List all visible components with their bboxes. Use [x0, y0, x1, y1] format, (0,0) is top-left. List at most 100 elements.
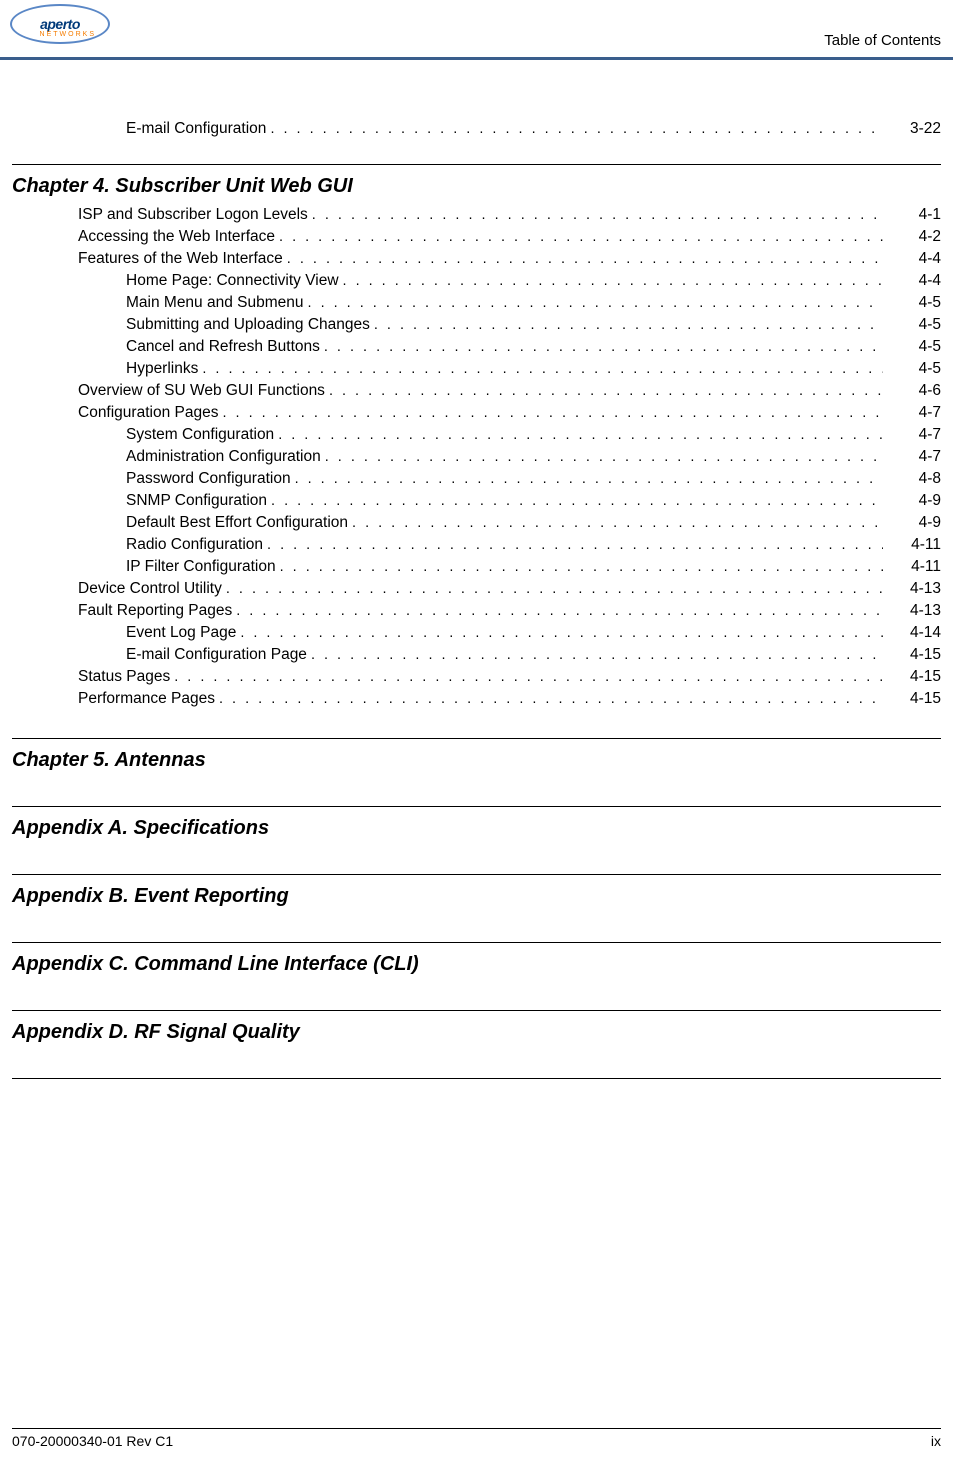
dot-leader — [174, 667, 883, 688]
appendix-b-heading: Appendix B. Event Reporting — [12, 885, 941, 908]
toc-entry-page: 4-15 — [889, 666, 941, 688]
toc-row[interactable]: Event Log Page 4-14 — [12, 622, 941, 644]
toc-entry-page: 4-5 — [889, 292, 941, 314]
section-divider — [12, 738, 941, 739]
toc-row[interactable]: Main Menu and Submenu 4-5 — [12, 292, 941, 314]
toc-entry-page: 4-11 — [889, 556, 941, 578]
dot-leader — [219, 689, 883, 710]
toc-entry-page: 4-1 — [889, 204, 941, 226]
dot-leader — [240, 623, 883, 644]
toc-entry-page: 3-22 — [889, 118, 941, 140]
section-divider — [12, 1078, 941, 1079]
toc-pre-block: E-mail Configuration 3-22 — [12, 118, 941, 140]
toc-row[interactable]: E-mail Configuration Page 4-15 — [12, 644, 941, 666]
brand-logo: aperto networks — [10, 4, 110, 44]
toc-chapter4-block: ISP and Subscriber Logon Levels4-1Access… — [12, 204, 941, 710]
dot-leader — [236, 601, 883, 622]
toc-row[interactable]: Device Control Utility 4-13 — [12, 578, 941, 600]
logo-oval-icon: aperto networks — [10, 4, 110, 44]
toc-entry-page: 4-7 — [889, 446, 941, 468]
toc-entry-page: 4-6 — [889, 380, 941, 402]
toc-entry-page: 4-15 — [889, 688, 941, 710]
section-divider — [12, 874, 941, 875]
toc-entry-page: 4-7 — [889, 402, 941, 424]
toc-row[interactable]: IP Filter Configuration 4-11 — [12, 556, 941, 578]
toc-entry-title: Accessing the Web Interface — [78, 226, 275, 248]
dot-leader — [226, 579, 883, 600]
toc-row[interactable]: Default Best Effort Configuration 4-9 — [12, 512, 941, 534]
toc-entry-title: Administration Configuration — [126, 446, 321, 468]
toc-entry-page: 4-5 — [889, 336, 941, 358]
toc-row[interactable]: Fault Reporting Pages4-13 — [12, 600, 941, 622]
toc-entry-page: 4-15 — [889, 644, 941, 666]
toc-entry-title: Default Best Effort Configuration — [126, 512, 348, 534]
dot-leader — [280, 557, 883, 578]
footer-divider — [12, 1428, 941, 1429]
toc-row[interactable]: Radio Configuration4-11 — [12, 534, 941, 556]
toc-row[interactable]: SNMP Configuration4-9 — [12, 490, 941, 512]
toc-entry-page: 4-5 — [889, 314, 941, 336]
toc-entry-title: Performance Pages — [78, 688, 215, 710]
toc-entry-page: 4-14 — [889, 622, 941, 644]
dot-leader — [222, 403, 883, 424]
dot-leader — [271, 491, 883, 512]
dot-leader — [324, 337, 883, 358]
toc-row[interactable]: Hyperlinks 4-5 — [12, 358, 941, 380]
toc-entry-title: Hyperlinks — [126, 358, 198, 380]
toc-entry-title: E-mail Configuration — [126, 118, 266, 140]
toc-entry-title: Radio Configuration — [126, 534, 263, 556]
toc-entry-title: Cancel and Refresh Buttons — [126, 336, 320, 358]
toc-row[interactable]: Submitting and Uploading Changes4-5 — [12, 314, 941, 336]
toc-entry-page: 4-7 — [889, 424, 941, 446]
dot-leader — [329, 381, 883, 402]
dot-leader — [352, 513, 883, 534]
toc-row[interactable]: Features of the Web Interface4-4 — [12, 248, 941, 270]
toc-entry-title: System Configuration — [126, 424, 274, 446]
dot-leader — [287, 249, 883, 270]
toc-entry-title: Fault Reporting Pages — [78, 600, 232, 622]
toc-entry-title: Configuration Pages — [78, 402, 218, 424]
appendix-c-heading: Appendix C. Command Line Interface (CLI) — [12, 953, 941, 976]
appendix-d-heading: Appendix D. RF Signal Quality — [12, 1021, 941, 1044]
page-footer: 070-20000340-01 Rev C1 ix — [0, 1428, 953, 1449]
toc-entry-title: SNMP Configuration — [126, 490, 267, 512]
section-divider — [12, 806, 941, 807]
dot-leader — [270, 119, 883, 140]
dot-leader — [312, 205, 883, 226]
toc-entry-page: 4-5 — [889, 358, 941, 380]
toc-row[interactable]: Home Page: Connectivity View4-4 — [12, 270, 941, 292]
toc-row[interactable]: ISP and Subscriber Logon Levels 4-1 — [12, 204, 941, 226]
chapter-4-heading: Chapter 4. Subscriber Unit Web GUI — [12, 175, 941, 198]
toc-entry-title: ISP and Subscriber Logon Levels — [78, 204, 308, 226]
logo-brand: aperto — [40, 16, 80, 32]
dot-leader — [308, 293, 883, 314]
toc-entry-page: 4-2 — [889, 226, 941, 248]
dot-leader — [311, 645, 883, 666]
toc-row[interactable]: E-mail Configuration 3-22 — [12, 118, 941, 140]
toc-entry-title: Device Control Utility — [78, 578, 222, 600]
toc-row[interactable]: Accessing the Web Interface 4-2 — [12, 226, 941, 248]
toc-row[interactable]: Configuration Pages 4-7 — [12, 402, 941, 424]
toc-row[interactable]: Performance Pages 4-15 — [12, 688, 941, 710]
toc-entry-title: E-mail Configuration Page — [126, 644, 307, 666]
toc-row[interactable]: Password Configuration4-8 — [12, 468, 941, 490]
toc-row[interactable]: System Configuration 4-7 — [12, 424, 941, 446]
dot-leader — [343, 271, 883, 292]
toc-entry-title: Overview of SU Web GUI Functions — [78, 380, 325, 402]
toc-entry-page: 4-13 — [889, 578, 941, 600]
toc-entry-title: Status Pages — [78, 666, 170, 688]
toc-entry-title: Features of the Web Interface — [78, 248, 283, 270]
dot-leader — [295, 469, 883, 490]
toc-row[interactable]: Cancel and Refresh Buttons 4-5 — [12, 336, 941, 358]
toc-entry-title: Main Menu and Submenu — [126, 292, 304, 314]
toc-entry-title: IP Filter Configuration — [126, 556, 276, 578]
content-area: E-mail Configuration 3-22 Chapter 4. Subs… — [0, 60, 953, 1079]
dot-leader — [278, 425, 883, 446]
toc-entry-page: 4-4 — [889, 270, 941, 292]
toc-row[interactable]: Overview of SU Web GUI Functions 4-6 — [12, 380, 941, 402]
toc-entry-title: Password Configuration — [126, 468, 291, 490]
toc-entry-title: Event Log Page — [126, 622, 236, 644]
toc-row[interactable]: Administration Configuration 4-7 — [12, 446, 941, 468]
toc-entry-page: 4-9 — [889, 512, 941, 534]
toc-row[interactable]: Status Pages 4-15 — [12, 666, 941, 688]
